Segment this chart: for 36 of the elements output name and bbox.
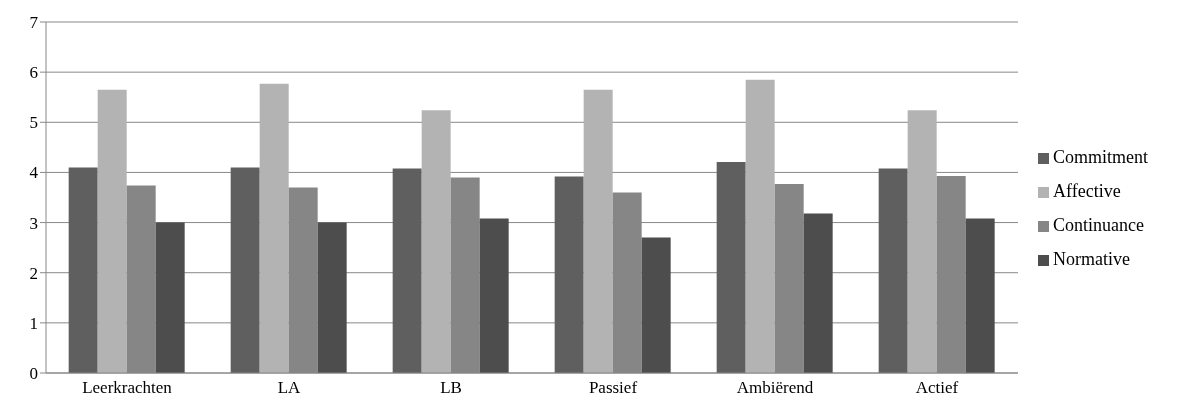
- bar: [421, 110, 451, 373]
- x-tick-label: LA: [277, 378, 302, 398]
- bar: [259, 83, 289, 373]
- legend-label: Normative: [1052, 249, 1130, 269]
- y-tick-label: 3: [29, 213, 38, 233]
- bar: [97, 89, 127, 373]
- bar: [583, 89, 613, 373]
- bar: [317, 222, 347, 373]
- y-tick-label: 7: [29, 13, 39, 33]
- y-tick-label: 1: [29, 313, 38, 333]
- x-tick-label: LB: [440, 378, 462, 398]
- y-tick-label: 4: [29, 163, 39, 183]
- y-tick-label: 5: [29, 113, 38, 133]
- bar: [230, 167, 260, 373]
- bar: [554, 176, 584, 373]
- legend-label: Affective: [1052, 181, 1121, 201]
- bar: [392, 168, 422, 373]
- bar: [745, 79, 775, 373]
- bar: [641, 237, 671, 373]
- bar: [716, 161, 746, 373]
- legend-label: Commitment: [1052, 147, 1148, 167]
- x-tick-label: Actief: [915, 378, 959, 398]
- x-tick-label: Leerkrachten: [82, 378, 173, 398]
- bar: [878, 168, 908, 373]
- y-tick-label: 2: [29, 263, 38, 283]
- bar: [68, 167, 98, 373]
- x-tick-label: Ambiërend: [736, 378, 814, 398]
- y-tick-label: 6: [29, 63, 38, 83]
- bar: [803, 213, 833, 373]
- bar: [155, 222, 185, 373]
- y-tick-label: 0: [29, 364, 38, 384]
- x-tick-label: Passief: [588, 378, 638, 398]
- legend-label: Continuance: [1052, 215, 1144, 235]
- bar: [479, 218, 509, 373]
- bar: [965, 218, 995, 373]
- bar: [907, 110, 937, 373]
